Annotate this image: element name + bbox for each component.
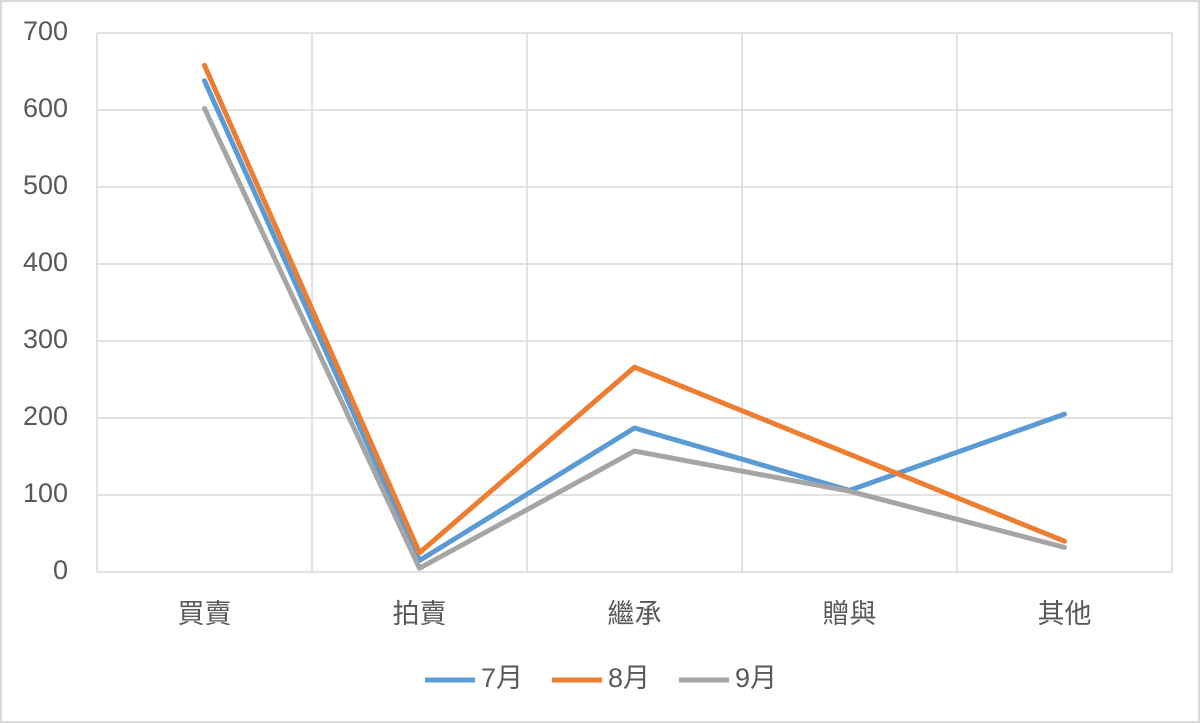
legend-label: 9月 (735, 663, 777, 693)
x-tick-label: 贈與 (823, 599, 877, 629)
y-tick-label: 100 (23, 478, 68, 508)
y-tick-label: 400 (23, 247, 68, 277)
y-tick-label: 600 (23, 93, 68, 123)
series-line (202, 78, 1067, 563)
y-tick-label: 200 (23, 401, 68, 431)
series-line (202, 62, 1067, 556)
legend-label: 8月 (608, 663, 650, 693)
y-tick-label: 500 (23, 170, 68, 200)
x-tick-label: 拍賣 (393, 599, 447, 629)
x-tick-label: 買賣 (178, 599, 232, 629)
y-tick-label: 300 (23, 324, 68, 354)
x-tick-label: 其他 (1038, 599, 1092, 629)
series-line (202, 105, 1067, 571)
legend-label: 7月 (481, 663, 523, 693)
x-tick-label: 繼承 (608, 599, 662, 629)
y-tick-label: 700 (23, 16, 68, 46)
y-tick-label: 0 (53, 555, 68, 585)
